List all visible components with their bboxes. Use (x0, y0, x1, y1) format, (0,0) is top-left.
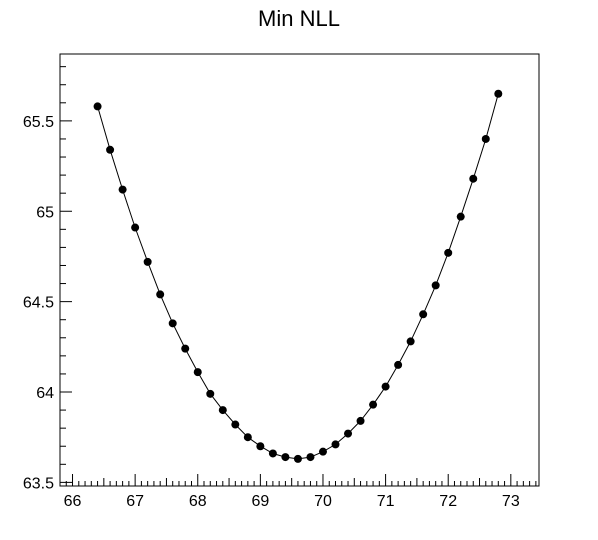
data-point (406, 337, 415, 346)
data-point (256, 442, 265, 451)
data-point (118, 185, 127, 194)
data-point (231, 420, 240, 429)
data-point (168, 319, 177, 328)
chart-title: Min NLL (258, 6, 340, 31)
y-tick-label: 63.5 (23, 475, 54, 492)
data-point (143, 257, 152, 266)
series-line (97, 93, 499, 460)
data-point (356, 416, 365, 425)
data-point (268, 449, 277, 458)
data-point (381, 382, 390, 391)
data-point (456, 212, 465, 221)
data-point (181, 344, 190, 353)
data-point (306, 453, 315, 462)
data-point (444, 248, 453, 257)
plot-frame (59, 53, 540, 487)
data-point (218, 406, 227, 415)
data-point (481, 134, 490, 143)
data-point (494, 89, 503, 98)
data-point (206, 389, 215, 398)
x-tick-label: 72 (439, 493, 457, 510)
y-tick-label: 65 (36, 204, 54, 221)
x-tick-label: 66 (64, 493, 82, 510)
x-tick-label: 67 (126, 493, 144, 510)
data-point (93, 102, 102, 111)
data-point (281, 453, 290, 462)
x-tick-label: 70 (314, 493, 332, 510)
y-tick-label: 64.5 (23, 295, 54, 312)
y-tick-label: 64 (36, 385, 54, 402)
data-point (318, 447, 327, 456)
data-point (106, 145, 115, 154)
data-point (193, 368, 202, 377)
data-point (344, 429, 353, 438)
data-point (331, 440, 340, 449)
data-point (243, 433, 252, 442)
data-point (419, 310, 428, 319)
data-point (131, 223, 140, 232)
y-tick-label: 65.5 (23, 114, 54, 131)
data-point (394, 360, 403, 369)
x-tick-label: 73 (502, 493, 520, 510)
data-point (156, 290, 165, 299)
x-tick-label: 71 (377, 493, 395, 510)
data-point (469, 174, 478, 183)
data-point (369, 400, 378, 409)
data-point (431, 281, 440, 290)
x-tick-label: 68 (189, 493, 207, 510)
x-tick-label: 69 (251, 493, 269, 510)
data-point (293, 454, 302, 463)
